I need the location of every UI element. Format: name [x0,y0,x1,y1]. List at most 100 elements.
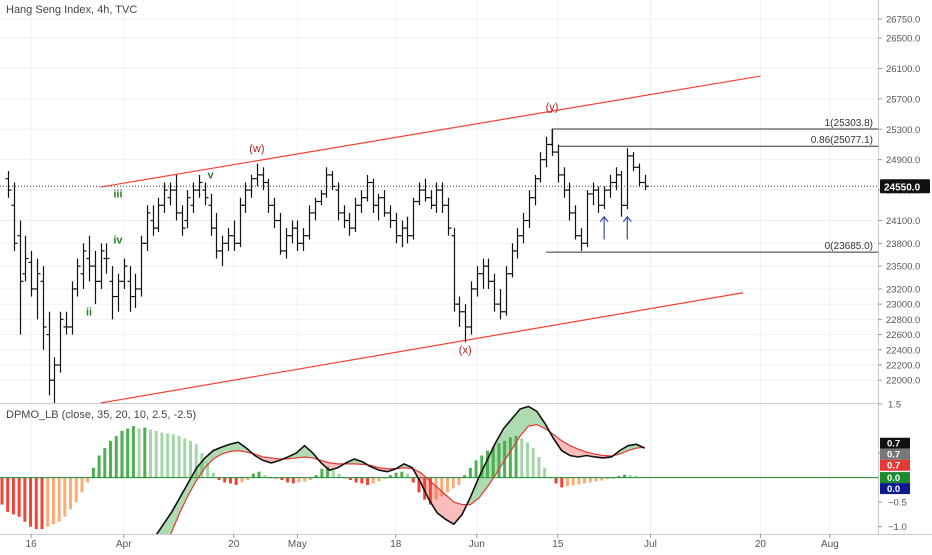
indicator-fill [171,497,181,532]
ohlc-bar [485,258,492,289]
histogram-bar [491,447,495,478]
ohlc-bar [624,148,631,210]
ohlc-bar [248,174,255,198]
fib-levels: 1(25303.8) 0.86(25077.1) 0(23685.0) [0,118,878,253]
time-tick-label: 15 [552,539,564,550]
wave-label: iv [113,234,123,246]
ohlc-bar [428,190,435,210]
histogram-bar [446,477,450,493]
histogram-bar [40,477,44,530]
ohlc-bar [155,197,162,232]
ohlc-bar [138,235,145,297]
ohlc-bar [462,304,469,343]
indicator-pane [0,405,878,534]
price-tick-label: 23800.0 [886,239,920,250]
histogram-bar [183,438,187,478]
ohlc-bar [346,212,353,236]
ohlc-bar [271,197,278,229]
ohlc-bar [265,178,272,213]
histogram-bar [503,440,507,478]
ind-badge [880,472,910,484]
histogram-bar [303,477,307,482]
ohlc-bar [387,205,394,229]
histogram-bar [103,448,107,478]
indicator-fill [304,445,313,458]
ohlc-bar [40,266,47,350]
ohlc-bar [445,197,452,236]
ohlc-bar [28,250,35,297]
price-tick-label: 23000.0 [886,300,920,311]
ohlc-bar [300,228,307,251]
histogram-bar [286,477,290,483]
ohlc-bar [80,243,87,289]
ohlc-bar [74,258,81,297]
ohlc-bar [566,182,573,221]
ohlc-bar [410,197,417,240]
ohlc-bar [607,174,614,198]
histogram-bar [211,472,215,478]
ohlc-bar [5,171,12,198]
ohlc-bar [561,167,568,198]
channel-lines [100,75,761,404]
ohlc-bar [103,243,110,274]
histogram-bar [97,455,101,478]
price-tick-label: 25300.0 [886,125,920,136]
histogram-bar [217,477,221,481]
time-tick-label: Jul [644,539,657,550]
time-tick-label: 20 [228,539,240,550]
fast-line [155,405,645,534]
ohlc-bar [115,273,122,312]
histogram-bar [80,477,84,493]
histogram-bar [508,437,512,478]
histogram-bar [280,477,284,481]
histogram-bar [0,477,4,505]
ohlc-bar [543,136,550,168]
ohlc-bar [202,182,209,206]
histogram-bar [474,460,478,478]
ohlc-bar [184,190,191,229]
indicator-fill [437,487,446,520]
histogram-bar [605,477,609,480]
price-tick-label: 23200.0 [886,284,920,295]
ohlc-bar [393,212,400,244]
indicator-fill [445,494,454,525]
ohlc-bar [254,163,261,187]
ohlc-bar [456,296,463,327]
wave-label: v [208,170,215,182]
ohlc-bar [63,311,70,335]
ind-badge [880,437,910,449]
ind-tick-label: −0.5 [888,498,907,509]
fib-label: 0(23685.0) [825,241,873,252]
histogram-bar [63,477,67,517]
ohlc-bar [213,212,220,259]
histogram-bar [131,426,135,478]
ind-tick-label: 1.5 [888,400,901,411]
histogram-bar [440,477,444,497]
histogram-bar [109,440,113,478]
histogram-bar [520,438,524,478]
time-tick-label: May [288,539,307,550]
histogram-bar [560,477,564,488]
price-tick-label: 24900.0 [886,155,920,166]
wave-label: iii [113,189,122,201]
histogram-bar [263,475,267,478]
ohlc-bar [601,186,608,210]
ohlc-bar [433,182,440,213]
histogram-bar [177,435,181,478]
price-tick-label: 22600.0 [886,330,920,341]
indicator-fill [487,443,496,488]
indicator-fill [578,449,587,457]
indicator-fill [561,440,570,456]
histogram-bar [628,475,632,478]
ohlc-bar [318,190,325,206]
histogram-bar [291,477,295,484]
ohlc-bar [422,178,429,202]
histogram-bar [126,428,130,478]
arrow-head [599,215,609,223]
ohlc-bar [480,258,487,289]
ohlc-bar [22,235,29,282]
histogram-bar [468,467,472,478]
